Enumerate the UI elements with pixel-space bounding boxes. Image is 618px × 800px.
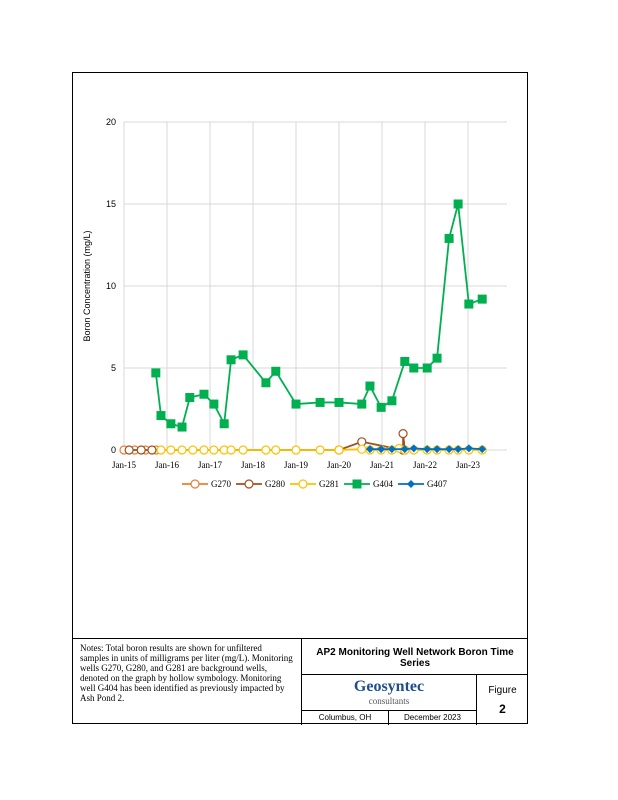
company-name: Geosyntec <box>353 678 425 695</box>
data-point-G404 <box>444 233 454 243</box>
legend-label-G407: G407 <box>427 479 447 489</box>
data-point-G404 <box>365 381 375 391</box>
data-point-G404 <box>261 378 271 388</box>
x-tick-label: Jan-21 <box>370 460 394 470</box>
figure-number: 2 <box>499 702 506 716</box>
legend-label-G281: G281 <box>319 479 339 489</box>
data-point-G281 <box>226 445 236 455</box>
data-point-G407 <box>365 445 374 454</box>
data-point-G404 <box>409 363 419 373</box>
data-point-G281 <box>271 445 281 455</box>
legend-marker-G404 <box>352 479 362 489</box>
data-point-G404 <box>357 399 367 409</box>
data-point-G404 <box>376 402 386 412</box>
data-point-G281 <box>156 445 166 455</box>
data-point-G281 <box>334 445 344 455</box>
data-point-G280 <box>398 429 408 439</box>
x-tick-label: Jan-18 <box>241 460 265 470</box>
data-point-G281 <box>357 444 367 454</box>
x-tick-label: Jan-23 <box>456 460 480 470</box>
data-point-G404 <box>238 350 248 360</box>
legend-marker-G280 <box>244 479 254 489</box>
legend-label-G280: G280 <box>265 479 285 489</box>
x-tick-label: Jan-20 <box>327 460 351 470</box>
data-point-G281 <box>209 445 219 455</box>
data-point-G407 <box>464 444 473 453</box>
data-point-G404 <box>177 422 187 432</box>
data-point-G404 <box>334 397 344 407</box>
company-sub: consultants <box>368 696 410 706</box>
notes: Notes: Total boron results are shown for… <box>72 639 302 725</box>
y-tick-label: 0 <box>111 445 116 455</box>
data-point-G404 <box>477 294 487 304</box>
data-point-G404 <box>151 368 161 378</box>
data-point-G281 <box>199 445 209 455</box>
data-point-G404 <box>400 356 410 366</box>
figure-box: Figure 2 <box>476 675 528 725</box>
data-point-G404 <box>156 411 166 421</box>
x-tick-label: Jan-16 <box>155 460 179 470</box>
data-point-G281 <box>188 445 198 455</box>
y-tick-label: 5 <box>111 363 116 373</box>
data-point-G404 <box>315 397 325 407</box>
legend-marker-G270 <box>190 479 200 489</box>
data-point-G404 <box>226 355 236 365</box>
data-point-G404 <box>199 389 209 399</box>
x-tick-label: Jan-22 <box>413 460 437 470</box>
y-tick-label: 15 <box>106 199 116 209</box>
data-point-G407 <box>377 445 386 454</box>
data-point-G281 <box>315 445 325 455</box>
legend-marker-G281 <box>298 479 308 489</box>
y-tick-label: 10 <box>106 281 116 291</box>
data-point-G280 <box>124 445 134 455</box>
legend-label-G404: G404 <box>373 479 393 489</box>
data-point-G407 <box>433 445 442 454</box>
data-point-G404 <box>387 396 397 406</box>
data-point-G407 <box>400 445 409 454</box>
data-point-G280 <box>136 445 146 455</box>
data-point-G404 <box>432 353 442 363</box>
data-point-G281 <box>166 445 176 455</box>
title-block: Notes: Total boron results are shown for… <box>72 638 528 725</box>
data-point-G404 <box>422 363 432 373</box>
x-tick-label: Jan-15 <box>112 460 136 470</box>
data-point-G404 <box>291 399 301 409</box>
figure-title: AP2 Monitoring Well Network Boron Time S… <box>302 639 528 675</box>
data-point-G404 <box>219 419 229 429</box>
legend-marker-G407 <box>407 480 415 488</box>
data-point-G407 <box>387 445 396 454</box>
figure-label: Figure <box>488 685 517 696</box>
data-point-G407 <box>409 444 418 453</box>
data-point-G281 <box>291 445 301 455</box>
x-tick-label: Jan-19 <box>284 460 308 470</box>
data-point-G404 <box>209 399 219 409</box>
data-point-G407 <box>423 445 432 454</box>
y-tick-label: 20 <box>106 117 116 127</box>
location: Columbus, OH <box>302 711 389 725</box>
data-point-G407 <box>454 445 463 454</box>
data-point-G407 <box>478 445 487 454</box>
data-point-G404 <box>453 199 463 209</box>
data-point-G404 <box>464 299 474 309</box>
x-tick-label: Jan-17 <box>198 460 222 470</box>
date: December 2023 <box>404 713 461 722</box>
legend-label-G270: G270 <box>211 479 231 489</box>
data-point-G404 <box>166 419 176 429</box>
boron-time-series-chart: 0 5 10 15 20 Jan-15 Jan-16 Jan-17 Jan-18 Jan-19 Ja… <box>82 117 507 489</box>
data-point-G404 <box>185 393 195 403</box>
data-point-G281 <box>261 445 271 455</box>
page-frame <box>72 72 528 724</box>
y-axis-label: Boron Concentration (mg/L) <box>82 230 92 341</box>
data-point-G280 <box>147 445 157 455</box>
data-point-G404 <box>271 366 281 376</box>
company-logo: Geosyntec consultants <box>302 675 476 711</box>
data-point-G281 <box>238 445 248 455</box>
data-point-G281 <box>177 445 187 455</box>
data-point-G407 <box>445 445 454 454</box>
